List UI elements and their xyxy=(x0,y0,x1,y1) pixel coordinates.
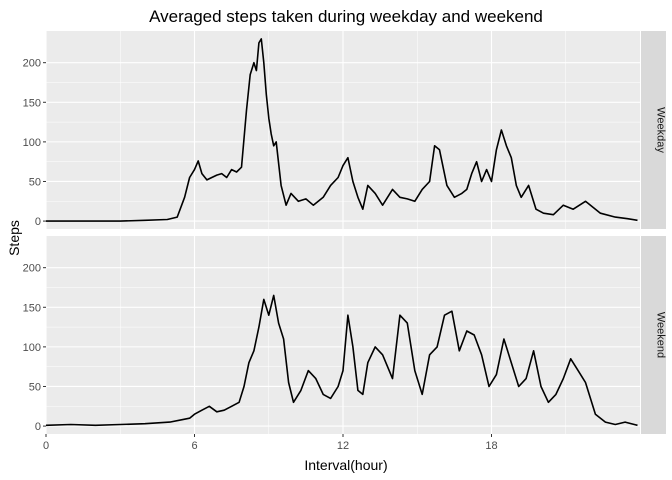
facet-panels: 0 50 100 150 200 Weekday 0 50 100 150 200 Weekend xyxy=(23,31,667,434)
x-axis: 0 6 12 18 xyxy=(43,434,498,452)
facet-strip xyxy=(641,31,666,229)
facet-strip-label: Weekend xyxy=(655,312,667,358)
y-tick-label: 200 xyxy=(23,58,41,70)
x-tick-label: 6 xyxy=(191,440,197,452)
y-tick-label: 50 xyxy=(29,381,41,393)
facet-strip-label: Weekday xyxy=(655,107,667,153)
y-axis-title: Steps xyxy=(6,220,22,256)
y-tick-label: 100 xyxy=(23,342,41,354)
y-tick-label: 150 xyxy=(23,97,41,109)
y-tick-label: 0 xyxy=(35,216,41,228)
y-tick-label: 200 xyxy=(23,263,41,275)
facet-panel-weekday: 0 50 100 150 200 Weekday xyxy=(23,31,667,229)
y-tick-label: 150 xyxy=(23,302,41,314)
facet-strip xyxy=(641,236,666,434)
y-tick-label: 0 xyxy=(35,421,41,433)
series-line-weekday xyxy=(46,38,638,222)
x-axis-title: Interval(hour) xyxy=(304,457,387,473)
x-tick-label: 18 xyxy=(485,440,497,452)
x-tick-label: 0 xyxy=(43,440,49,452)
x-tick-label: 12 xyxy=(337,440,349,452)
y-tick-label: 50 xyxy=(29,176,41,188)
facet-panel-weekend: 0 50 100 150 200 Weekend xyxy=(23,236,667,434)
y-tick-label: 100 xyxy=(23,137,41,149)
chart-title: Averaged steps taken during weekday and … xyxy=(149,7,543,26)
series-line-weekend xyxy=(45,294,638,427)
